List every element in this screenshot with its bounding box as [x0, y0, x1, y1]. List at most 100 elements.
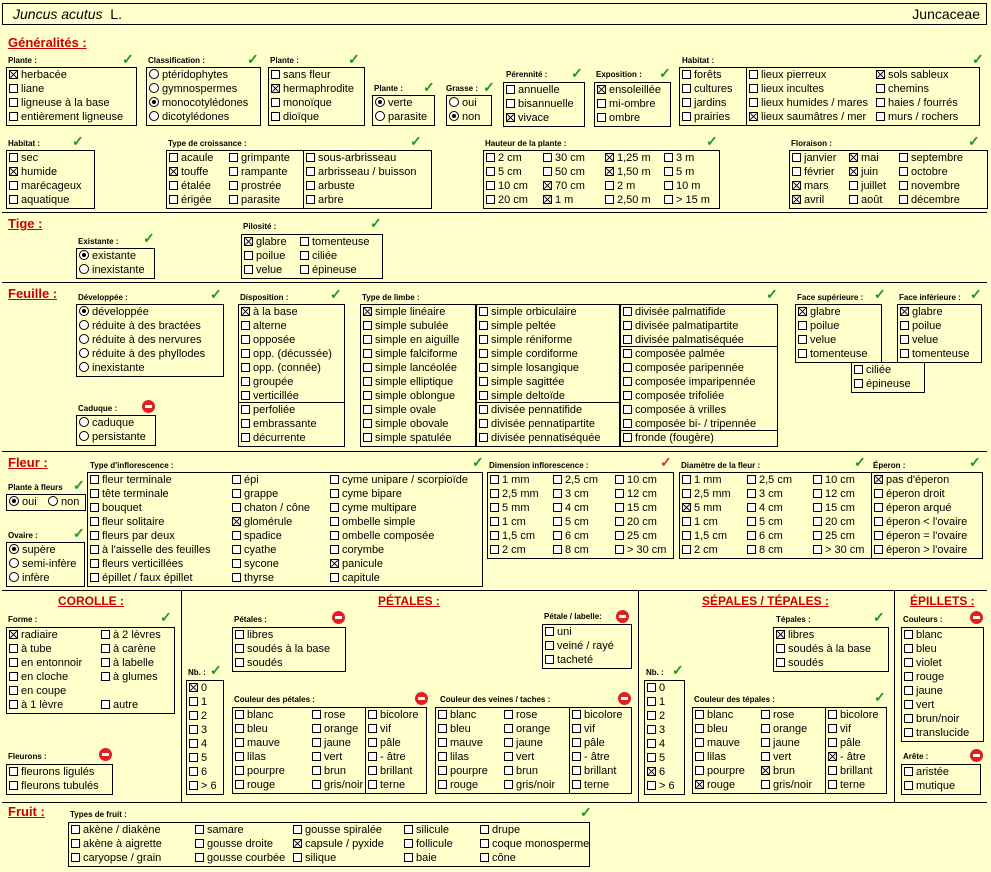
checkbox[interactable] — [90, 531, 99, 540]
option-simple-obovale[interactable]: simple obovale — [363, 418, 448, 432]
checkbox[interactable] — [330, 503, 339, 512]
checkbox[interactable] — [300, 237, 309, 246]
option-cultures[interactable]: cultures — [682, 83, 733, 97]
checkbox[interactable] — [597, 113, 606, 122]
option-50-cm[interactable]: 50 cm — [543, 166, 585, 180]
option-silicule[interactable]: silicule — [404, 824, 449, 838]
checkbox[interactable] — [363, 335, 372, 344]
checkbox[interactable] — [682, 489, 691, 498]
option-fleurons-ligules[interactable]: fleurons ligulés — [9, 766, 94, 780]
checkbox[interactable] — [682, 98, 691, 107]
option-poilue[interactable]: poilue — [798, 320, 839, 334]
option-30-cm[interactable]: > 30 cm — [813, 544, 864, 558]
option-aout[interactable]: août — [849, 194, 882, 208]
option-mi-ombre[interactable]: mi-ombre — [597, 98, 655, 112]
option-ensoleillee[interactable]: ensoleillée — [597, 84, 661, 98]
checkbox[interactable] — [438, 752, 447, 761]
checkbox[interactable] — [553, 489, 562, 498]
option-2[interactable]: 2 — [189, 710, 207, 724]
option-mai[interactable]: mai — [849, 152, 879, 166]
checkbox[interactable] — [9, 672, 18, 681]
option-5[interactable]: 5 — [189, 752, 207, 766]
option-opposee[interactable]: opposée — [241, 334, 295, 348]
checkbox[interactable] — [368, 710, 377, 719]
option-lilas[interactable]: lilas — [438, 751, 469, 765]
option-vert[interactable]: vert — [312, 751, 342, 765]
option-5[interactable]: 5 — [647, 752, 665, 766]
option-akene-a-aigrette[interactable]: akène à aigrette — [71, 838, 162, 852]
checkbox[interactable] — [874, 517, 883, 526]
option-epillet-faux-epillet[interactable]: épillet / faux épillet — [90, 572, 193, 586]
option-embrassante[interactable]: embrassante — [241, 418, 317, 432]
option-10-cm[interactable]: 10 cm — [486, 180, 528, 194]
checkbox[interactable] — [506, 85, 515, 94]
option-brillant[interactable]: brillant — [368, 765, 412, 779]
checkbox[interactable] — [404, 853, 413, 862]
checkbox[interactable] — [664, 153, 673, 162]
option-5-cm[interactable]: 5 cm — [486, 166, 522, 180]
option-sous-arbrisseau[interactable]: sous-arbrisseau — [306, 152, 396, 166]
option-1-50-m[interactable]: 1,50 m — [605, 166, 651, 180]
option-a-labelle[interactable]: à labelle — [101, 657, 154, 671]
option-sec[interactable]: sec — [9, 152, 38, 166]
checkbox[interactable] — [479, 391, 488, 400]
checkbox[interactable] — [828, 766, 837, 775]
checkbox[interactable] — [479, 307, 488, 316]
option-verte[interactable]: verte — [375, 97, 412, 111]
checkbox[interactable] — [235, 738, 244, 747]
option-ciliee[interactable]: ciliée — [300, 250, 337, 264]
option-reduite-a-des-nervures[interactable]: réduite à des nervures — [79, 334, 201, 348]
checkbox[interactable] — [682, 475, 691, 484]
option-rouge[interactable]: rouge — [438, 779, 478, 793]
checkbox[interactable] — [664, 195, 673, 204]
option-4-cm[interactable]: 4 cm — [553, 502, 589, 516]
checkbox[interactable] — [90, 545, 99, 554]
checkbox[interactable] — [623, 433, 632, 442]
checkbox[interactable] — [232, 475, 241, 484]
checkbox[interactable] — [900, 307, 909, 316]
radio-button[interactable] — [79, 362, 89, 372]
checkbox[interactable] — [553, 545, 562, 554]
option-cyme-multipare[interactable]: cyme multipare — [330, 502, 417, 516]
option-3-m[interactable]: 3 m — [664, 152, 694, 166]
checkbox[interactable] — [849, 153, 858, 162]
checkbox[interactable] — [9, 195, 18, 204]
checkbox[interactable] — [189, 739, 198, 748]
option-cyme-unipare-scorpioide[interactable]: cyme unipare / scorpioïde — [330, 474, 468, 488]
option-1-mm[interactable]: 1 mm — [490, 474, 530, 488]
option-gris-noir[interactable]: gris/noir — [761, 779, 812, 793]
checkbox[interactable] — [899, 153, 908, 162]
option-jardins[interactable]: jardins — [682, 97, 726, 111]
checkbox[interactable] — [490, 489, 499, 498]
checkbox[interactable] — [330, 573, 339, 582]
checkbox[interactable] — [854, 365, 863, 374]
checkbox[interactable] — [904, 658, 913, 667]
radio-button[interactable] — [149, 69, 159, 79]
checkbox[interactable] — [647, 725, 656, 734]
option-annuelle[interactable]: annuelle — [506, 84, 560, 98]
option-bisannuelle[interactable]: bisannuelle — [506, 98, 574, 112]
checkbox[interactable] — [761, 766, 770, 775]
checkbox[interactable] — [597, 99, 606, 108]
option-mauve[interactable]: mauve — [438, 737, 483, 751]
option-velue[interactable]: velue — [798, 334, 836, 348]
checkbox[interactable] — [232, 503, 241, 512]
option-libres[interactable]: libres — [776, 629, 814, 643]
option-pas-d-eperon[interactable]: pas d'éperon — [874, 474, 949, 488]
radio-button[interactable] — [79, 348, 89, 358]
checkbox[interactable] — [235, 752, 244, 761]
checkbox[interactable] — [312, 780, 321, 789]
option-divisee-pennatifide[interactable]: divisée pennatifide — [479, 404, 582, 418]
checkbox[interactable] — [169, 181, 178, 190]
option-1-m[interactable]: 1 m — [543, 194, 573, 208]
checkbox[interactable] — [330, 531, 339, 540]
option-3[interactable]: 3 — [189, 724, 207, 738]
checkbox[interactable] — [776, 658, 785, 667]
option-infere[interactable]: infère — [9, 572, 50, 586]
option-dicotyledones[interactable]: dicotylédones — [149, 111, 229, 125]
checkbox[interactable] — [899, 195, 908, 204]
checkbox[interactable] — [235, 644, 244, 653]
option-composee-paripennee[interactable]: composée paripennée — [623, 362, 744, 376]
checkbox[interactable] — [490, 517, 499, 526]
option-lieux-humides-mares[interactable]: lieux humides / mares — [749, 97, 868, 111]
